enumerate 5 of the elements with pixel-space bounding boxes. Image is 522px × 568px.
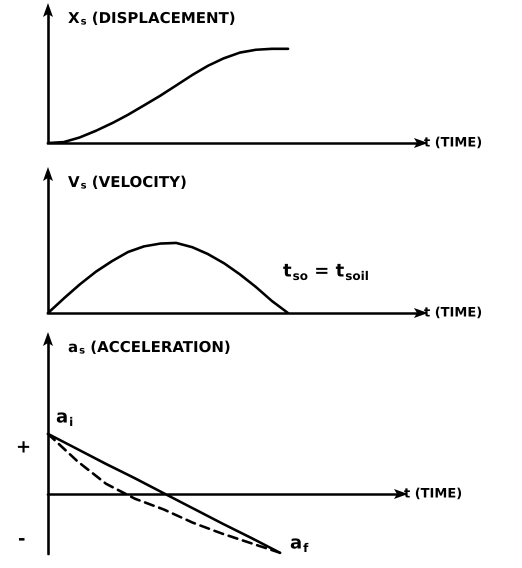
x-axis-title: t (TIME) — [424, 136, 482, 150]
text: - — [18, 528, 26, 550]
text: + — [16, 436, 32, 458]
x-axis-title: t (TIME) — [404, 486, 462, 502]
x-axis-title: t (TIME) — [424, 306, 482, 320]
